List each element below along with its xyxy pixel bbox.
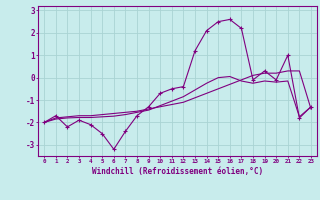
- X-axis label: Windchill (Refroidissement éolien,°C): Windchill (Refroidissement éolien,°C): [92, 167, 263, 176]
